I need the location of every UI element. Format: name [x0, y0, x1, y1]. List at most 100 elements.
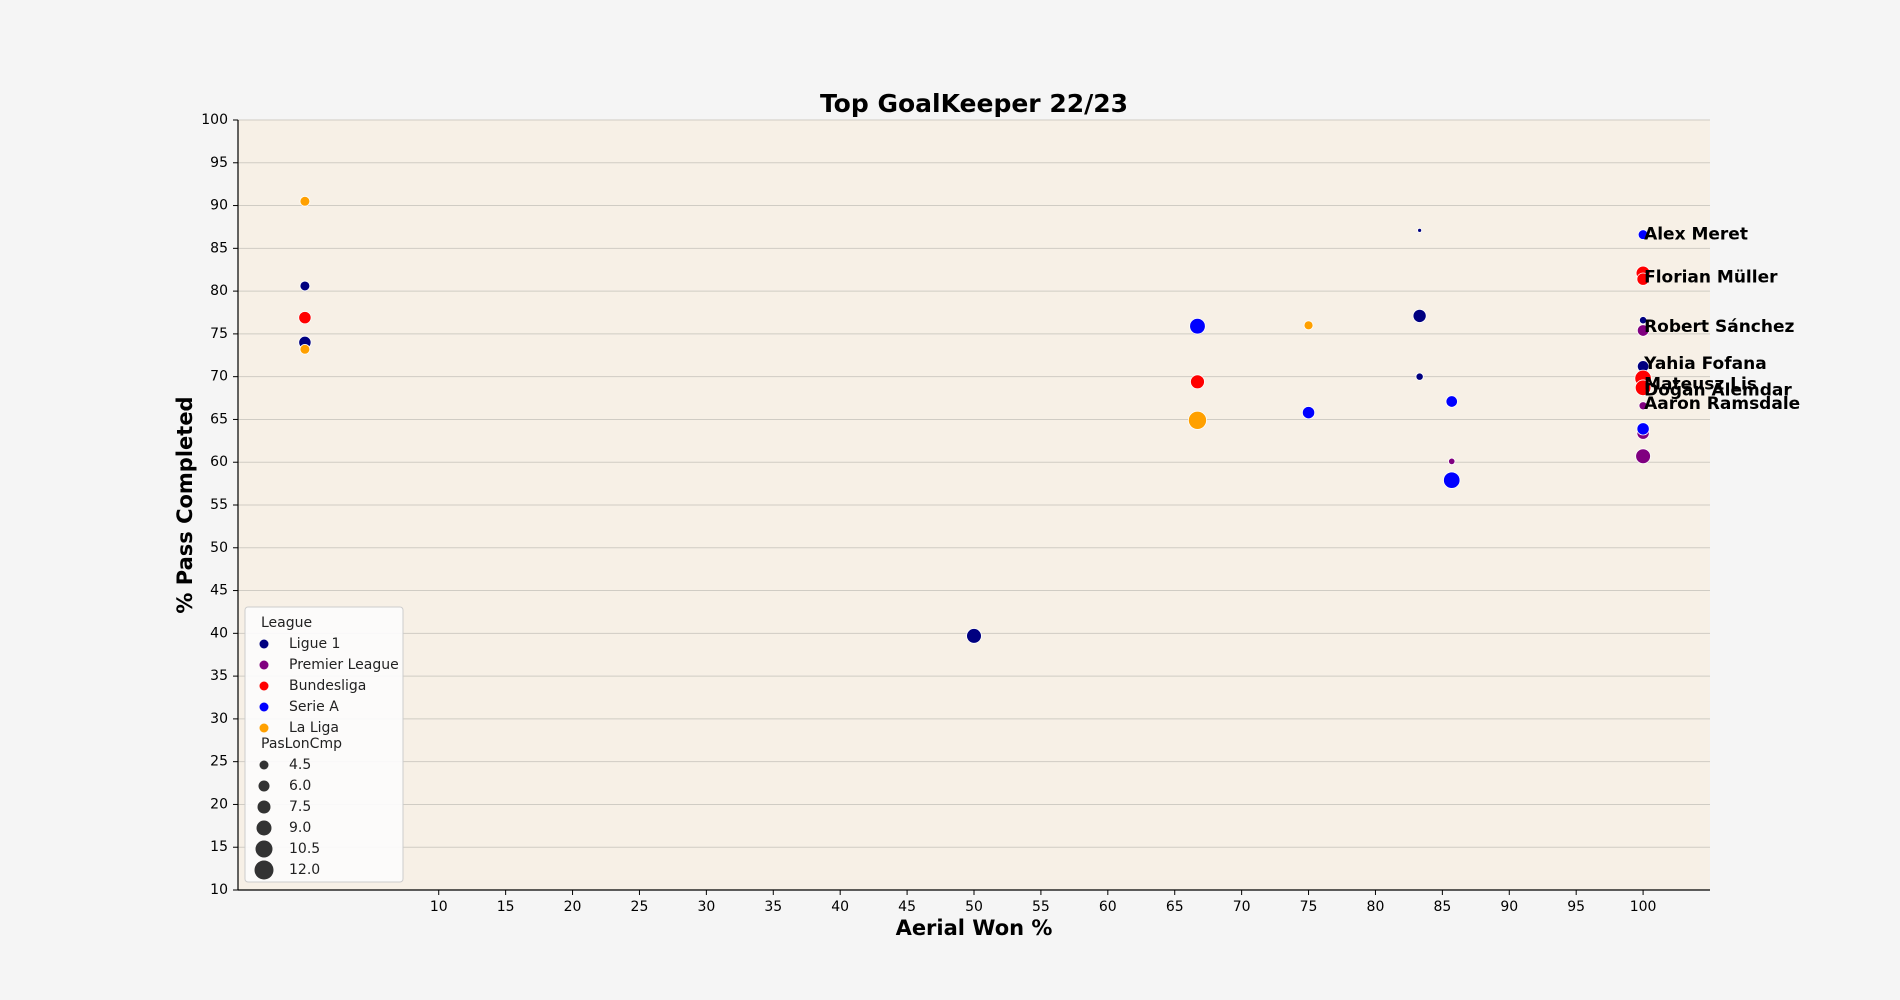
- legend-label: Premier League: [289, 657, 399, 673]
- y-tick-label: 35: [210, 668, 228, 684]
- legend-size-label: 4.5: [289, 757, 311, 773]
- data-point: [1636, 422, 1650, 436]
- x-tick-label: 60: [1099, 899, 1117, 915]
- legend-label: Serie A: [289, 699, 339, 715]
- x-tick-label: 75: [1300, 899, 1318, 915]
- legend-marker: [259, 681, 269, 691]
- data-point: [1190, 374, 1205, 390]
- x-tick-label: 15: [497, 899, 515, 915]
- x-tick-label: 65: [1166, 899, 1184, 915]
- y-tick-label: 45: [210, 583, 228, 599]
- data-point: [1443, 471, 1461, 489]
- legend-size-items: 4.5 6.0 7.5 9.0 10.5 12.0: [254, 757, 320, 880]
- x-tick-label: 45: [898, 899, 916, 915]
- legend-size-label: 6.0: [289, 778, 311, 794]
- y-axis-title: % Pass Completed: [173, 396, 197, 613]
- y-ticks: 10 15 20 25 30 35 40 45 50 55 60 65 70 75 80 85 90 95 100: [201, 112, 238, 898]
- legend-size-marker: [254, 860, 274, 880]
- legend-size-label: 7.5: [289, 799, 311, 815]
- y-tick-label: 100: [201, 112, 228, 128]
- data-point: [1639, 316, 1648, 325]
- y-tick-label: 85: [210, 240, 228, 256]
- point-annotation: Florian Müller: [1644, 267, 1778, 287]
- legend-hue-title: League: [261, 615, 312, 631]
- legend-label: La Liga: [289, 720, 339, 736]
- legend-label: Ligue 1: [289, 636, 340, 652]
- point-annotation: Doğan Alemdar: [1644, 380, 1792, 400]
- x-tick-label: 40: [831, 899, 849, 915]
- legend-marker: [259, 660, 269, 670]
- legend-size-label: 12.0: [289, 862, 320, 878]
- y-tick-label: 90: [210, 198, 228, 214]
- data-point: [1448, 457, 1456, 466]
- x-ticks: 10 15 20 25 30 35 40 45 50 55 60 65 70 75 80 85 90 95 100: [430, 890, 1657, 915]
- legend-size-marker: [255, 840, 273, 858]
- legend-size-title: PasLonCmp: [261, 736, 342, 752]
- legend-size-marker: [256, 820, 272, 836]
- x-tick-label: 55: [1032, 899, 1050, 915]
- legend-marker: [259, 639, 269, 649]
- legend-size-label: 9.0: [289, 820, 311, 836]
- legend-size-label: 10.5: [289, 841, 320, 857]
- x-tick-label: 95: [1567, 899, 1585, 915]
- data-point: [299, 343, 311, 355]
- legend-size-marker: [259, 760, 269, 770]
- data-point: [1417, 227, 1423, 233]
- data-point: [1412, 308, 1427, 323]
- data-point: [1636, 272, 1650, 286]
- x-tick-label: 30: [697, 899, 715, 915]
- legend-box: [244, 606, 404, 883]
- x-tick-label: 35: [764, 899, 782, 915]
- legend-marker: [259, 723, 269, 733]
- data-point: [1189, 317, 1206, 335]
- data-point: [1638, 401, 1648, 411]
- grid-lines: [238, 119, 1710, 891]
- point-annotation: Alex Meret: [1644, 225, 1748, 245]
- data-point: [299, 195, 311, 207]
- data-point: [1445, 395, 1458, 408]
- legend-hue-items: Ligue 1 Premier League Bundesliga Serie A La…: [259, 636, 399, 736]
- point-annotations: Alex Meret Florian Müller Robert Sánchez Ya…: [1643, 225, 1800, 414]
- x-tick-label: 25: [631, 899, 649, 915]
- y-tick-label: 50: [210, 540, 228, 556]
- y-tick-label: 70: [210, 369, 228, 385]
- x-tick-label: 100: [1630, 899, 1657, 915]
- y-tick-label: 75: [210, 326, 228, 342]
- data-point: [1636, 324, 1650, 337]
- point-annotation: Aaron Ramsdale: [1644, 394, 1800, 414]
- y-tick-label: 15: [210, 839, 228, 855]
- point-annotation: Robert Sánchez: [1644, 317, 1794, 337]
- legend-marker: [259, 702, 269, 712]
- data-point: [1301, 406, 1316, 420]
- data-point: [1303, 320, 1314, 331]
- point-annotation: Mateusz Lis: [1644, 374, 1757, 394]
- data-point: [1634, 379, 1652, 397]
- legend-size-marker: [258, 780, 270, 792]
- y-tick-label: 65: [210, 411, 228, 427]
- x-axis-title: Aerial Won %: [896, 916, 1053, 940]
- y-tick-label: 20: [210, 796, 228, 812]
- y-tick-label: 60: [210, 454, 228, 470]
- y-tick-label: 55: [210, 497, 228, 513]
- data-point: [1187, 410, 1207, 430]
- x-tick-label: 70: [1233, 899, 1251, 915]
- data-point: [1415, 372, 1424, 381]
- y-tick-label: 10: [210, 882, 228, 898]
- y-tick-label: 40: [210, 625, 228, 641]
- data-points: [298, 195, 1652, 644]
- x-tick-label: 10: [430, 899, 448, 915]
- x-tick-label: 85: [1433, 899, 1451, 915]
- data-point: [299, 280, 311, 292]
- legend-size-marker: [257, 800, 271, 814]
- y-tick-label: 30: [210, 711, 228, 727]
- data-point: [966, 628, 982, 644]
- y-tick-label: 25: [210, 754, 228, 770]
- data-point: [298, 311, 312, 325]
- x-tick-label: 20: [564, 899, 582, 915]
- chart-title: Top GoalKeeper 22/23: [820, 89, 1128, 118]
- legend-label: Bundesliga: [289, 678, 366, 694]
- x-tick-label: 80: [1367, 899, 1385, 915]
- x-tick-label: 90: [1500, 899, 1518, 915]
- y-tick-label: 80: [210, 283, 228, 299]
